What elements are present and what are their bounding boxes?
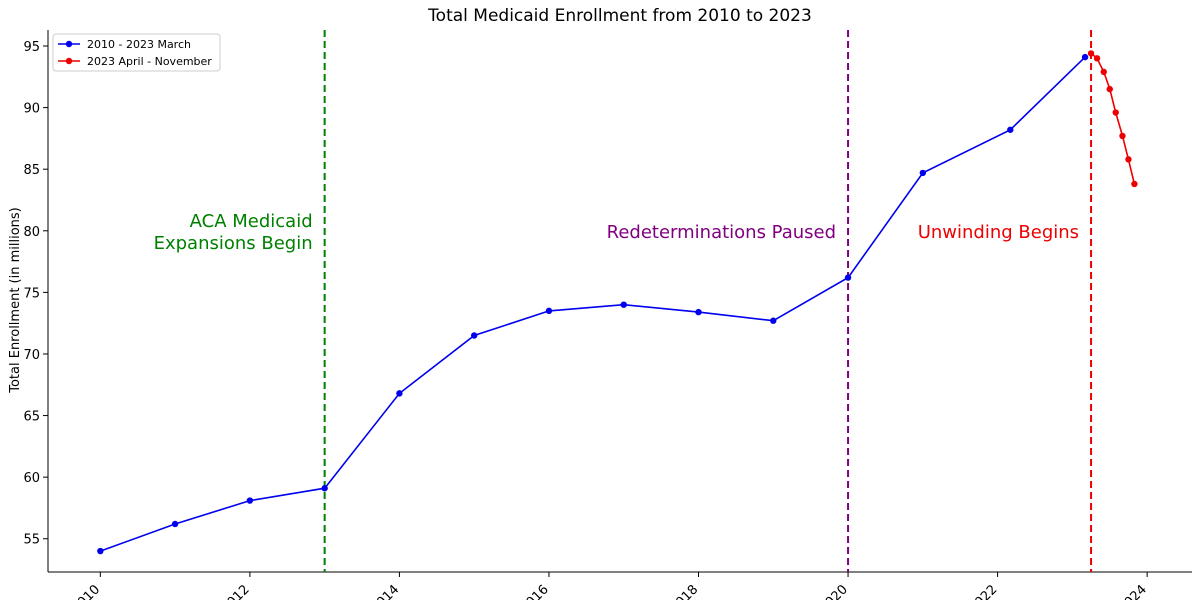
annotation-aca-line: Expansions Begin	[154, 233, 313, 254]
y-tick-label: 65	[23, 410, 40, 425]
series-2-point	[1100, 68, 1107, 76]
series-1-point	[246, 497, 254, 504]
series-1-point	[695, 308, 702, 316]
event-lines	[323, 30, 1093, 572]
series-2-point	[1093, 55, 1101, 62]
legend-entry: 2023 April - November	[87, 55, 212, 68]
axes: 55 60 65 70 75 80 85 90 95 2010 2012 2014 2016 2018 20…	[23, 30, 1192, 600]
annotation-unwinding: Unwinding Begins	[918, 222, 1079, 243]
series-1-point	[97, 547, 104, 555]
x-tick-label: 2010	[69, 582, 103, 600]
series-1-point	[919, 169, 927, 177]
series-2-point	[1131, 180, 1138, 188]
series-1-point	[396, 390, 403, 397]
series-2-point	[1119, 132, 1126, 140]
legend-entry: 2010 - 2023 March	[87, 38, 191, 51]
x-tick-label: 2012	[219, 582, 253, 600]
y-tick-label: 85	[23, 163, 40, 178]
series-2-point	[1112, 109, 1119, 116]
annotation-paused-line: Redeterminations Paused	[607, 222, 836, 243]
series-1-point	[1081, 53, 1089, 61]
y-tick-label: 70	[23, 348, 40, 363]
legend-box	[52, 33, 221, 72]
y-tick-label: 55	[23, 533, 40, 548]
series-1-point	[321, 485, 328, 492]
x-tick-label: 2016	[518, 582, 552, 600]
series-1-point	[171, 520, 179, 528]
y-tick-label: 80	[23, 225, 40, 240]
x-tick-label: 2014	[368, 582, 402, 600]
series-line-2	[1090, 52, 1136, 185]
x-tick-label: 2022	[966, 582, 1000, 600]
series-1-point	[545, 307, 553, 315]
legend-swatch-marker	[65, 40, 73, 48]
series-group	[97, 50, 1138, 555]
x-tick-label: 2020	[817, 582, 851, 600]
series-1-point	[620, 301, 627, 308]
series-1-point	[770, 317, 777, 324]
series-2-point	[1087, 50, 1095, 57]
series-1-point	[470, 332, 478, 339]
chart-title: Total Medicaid Enrollment from 2010 to 2…	[427, 6, 812, 26]
y-tick-label: 75	[23, 286, 40, 301]
series-2-point	[1125, 156, 1132, 163]
series-line-1	[100, 56, 1086, 552]
y-axis-label: Total Enrollment (in millions)	[8, 207, 23, 394]
legend: 2010 - 2023 March 2023 April - November	[52, 33, 221, 72]
annotation-unwinding-line: Unwinding Begins	[918, 222, 1079, 243]
y-tick-label: 90	[23, 102, 40, 117]
y-tick-label: 95	[23, 40, 40, 55]
y-tick-label: 60	[23, 471, 40, 486]
annotation-paused: Redeterminations Paused	[607, 222, 836, 243]
x-tick-label: 2024	[1116, 582, 1150, 600]
series-1-point	[1007, 126, 1014, 133]
x-tick-label: 2018	[667, 582, 701, 600]
legend-swatch-marker	[65, 57, 73, 65]
series-2-point	[1106, 85, 1113, 93]
annotation-aca: ACA Medicaid Expansions Begin	[154, 211, 313, 254]
annotation-aca-line: ACA Medicaid	[190, 211, 313, 232]
annotations: ACA Medicaid Expansions Begin Redeterminat…	[154, 211, 1079, 254]
series-1-point	[844, 274, 852, 281]
